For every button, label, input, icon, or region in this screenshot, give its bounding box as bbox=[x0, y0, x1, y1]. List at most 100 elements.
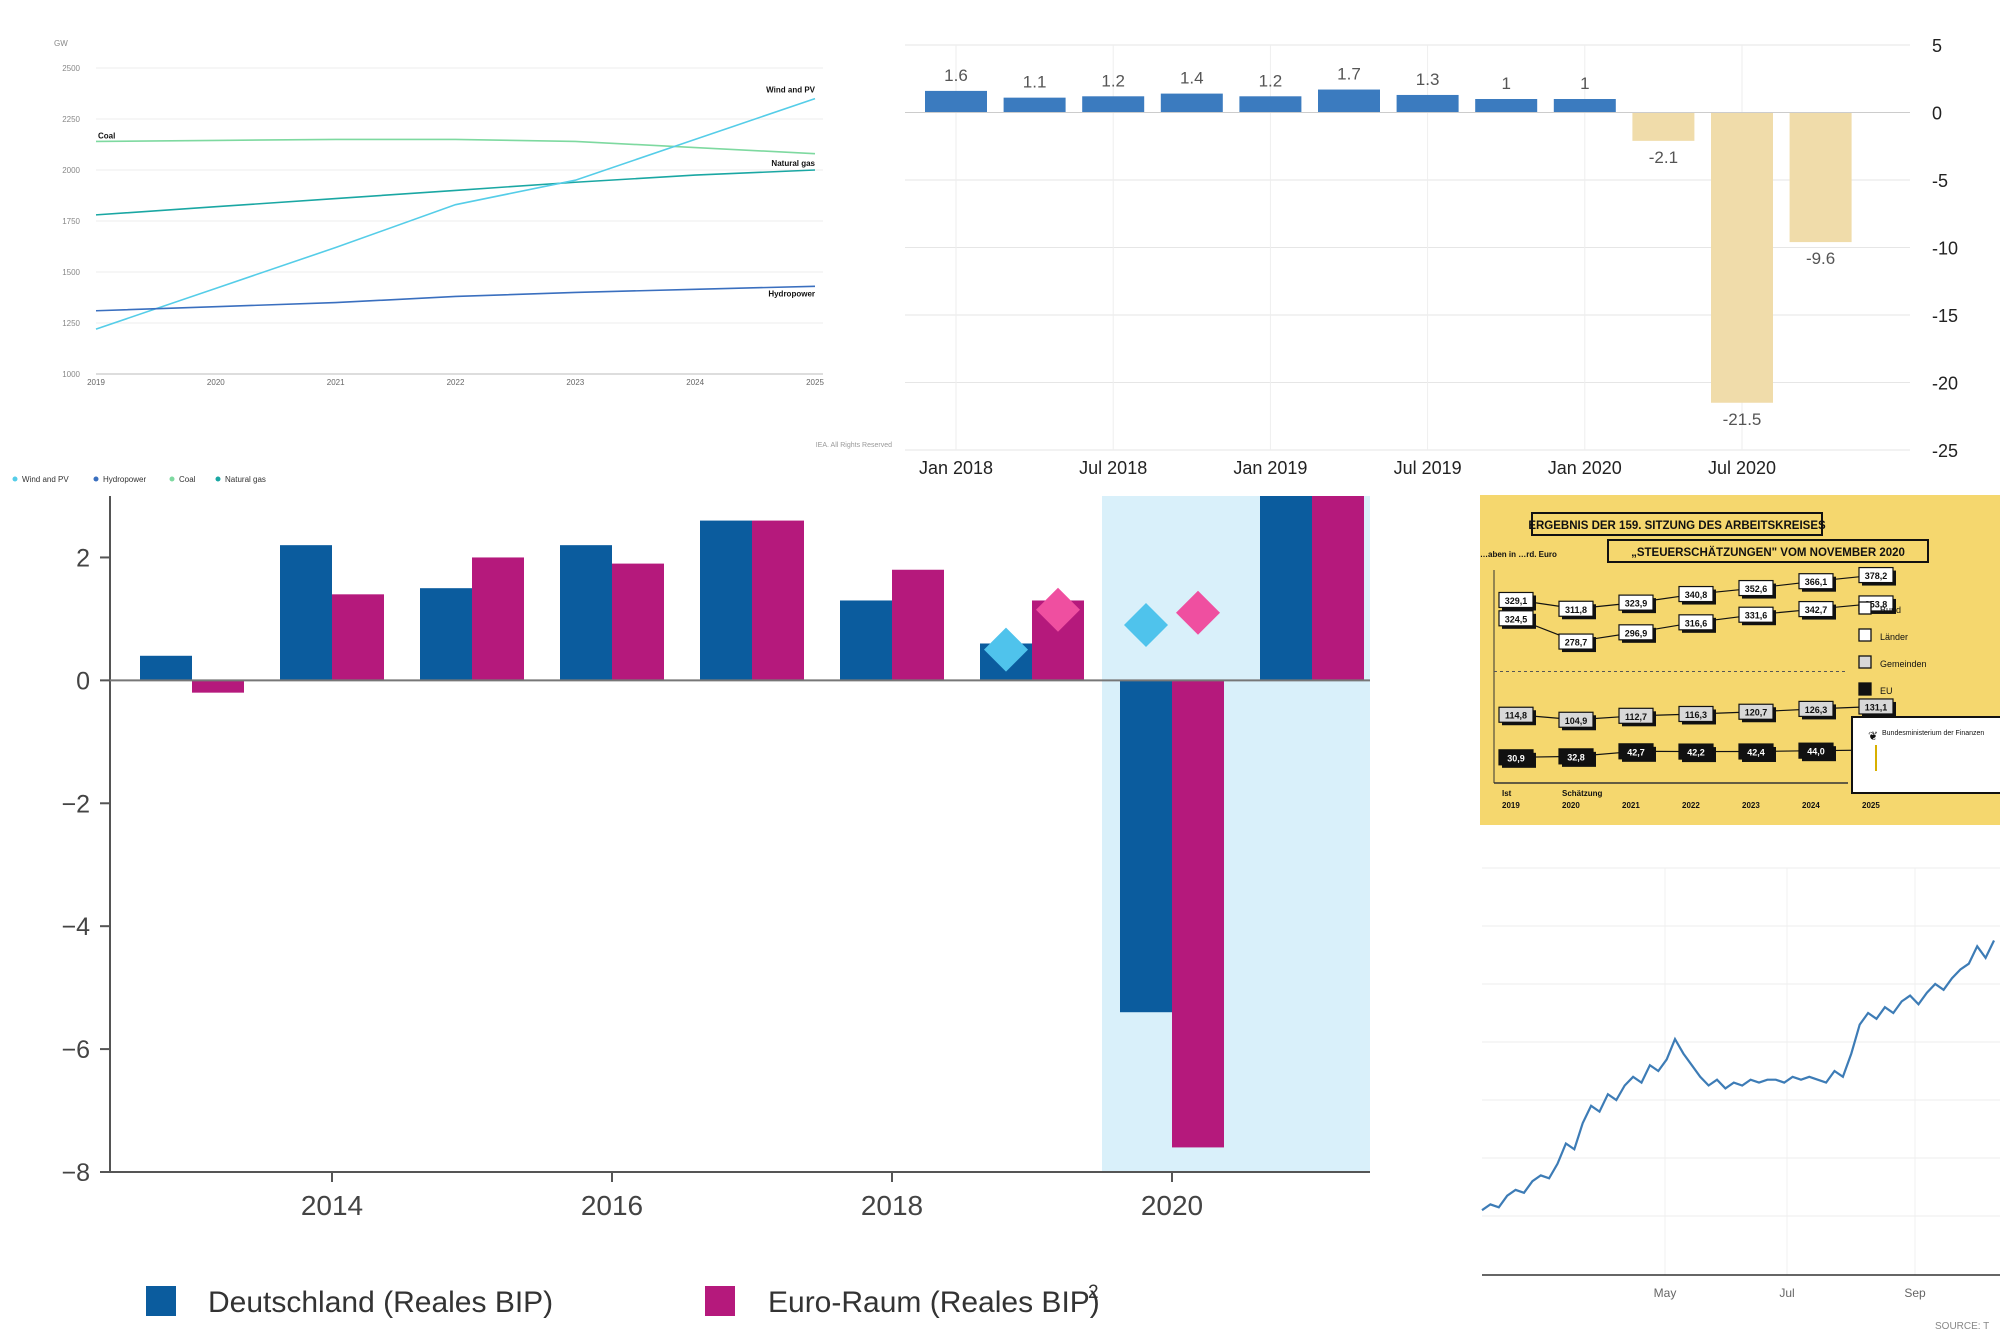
legend-label: Coal bbox=[179, 475, 196, 484]
y-tick-label: -5 bbox=[1932, 171, 1948, 191]
value-label: 120,7 bbox=[1745, 708, 1768, 718]
series-label: Wind and PV bbox=[766, 86, 815, 95]
x-tick-label: 2021 bbox=[327, 378, 345, 387]
value-label: 352,6 bbox=[1745, 584, 1768, 594]
value-box bbox=[1618, 707, 1654, 724]
value-box bbox=[1678, 705, 1714, 723]
bar bbox=[1239, 96, 1302, 113]
series-label: Coal bbox=[98, 131, 115, 140]
bar bbox=[192, 680, 244, 693]
value-box bbox=[1738, 703, 1774, 720]
legend-swatch bbox=[1858, 655, 1872, 669]
bar bbox=[1312, 496, 1364, 681]
quarterly-growth-svg: 5 0 -5 -10 -15 -20 -25 1.6 1.1 1.2 1.4 1.2 1.7 1.3 1 1 -… bbox=[905, 36, 1958, 478]
value-box bbox=[1798, 742, 1834, 759]
y-tick-label: -20 bbox=[1932, 374, 1958, 394]
bar bbox=[560, 545, 612, 681]
value-box bbox=[1738, 743, 1774, 760]
y-tick-label: −6 bbox=[61, 1036, 90, 1064]
x-tick-label: Jan 2019 bbox=[1233, 458, 1307, 478]
x-tick-label: Jul bbox=[1779, 1286, 1794, 1300]
y-tick-label: 2000 bbox=[62, 166, 80, 175]
value-label: 324,5 bbox=[1505, 614, 1528, 624]
bar bbox=[892, 569, 944, 681]
legend-swatch bbox=[12, 476, 18, 482]
bar bbox=[1632, 112, 1695, 141]
x-tick-label: 2016 bbox=[581, 1190, 643, 1221]
bip-growth-svg: 2 0 −2 −4 −6 −8 2014 2016 2018 2020 Deutschland (R… bbox=[61, 496, 1370, 1319]
x-tick-label: May bbox=[1654, 1286, 1677, 1300]
bar bbox=[1120, 680, 1172, 1013]
x-tick-label: Sep bbox=[1904, 1286, 1926, 1300]
x-tick-label: 2014 bbox=[301, 1190, 363, 1221]
bar-value-label: 1.1 bbox=[1023, 73, 1047, 92]
value-label: 112,7 bbox=[1625, 712, 1647, 722]
x-tick-label: Jul 2020 bbox=[1708, 458, 1776, 478]
value-box bbox=[1558, 711, 1594, 728]
value-label: 329,1 bbox=[1505, 596, 1528, 606]
legend-label: Länder bbox=[1880, 632, 1908, 642]
series-line-wind-and-pv bbox=[95, 97, 816, 330]
value-label: 311,8 bbox=[1565, 605, 1587, 615]
x-tick-label: 2019 bbox=[1502, 801, 1520, 810]
value-box bbox=[1558, 600, 1594, 617]
x-tick-label: 2020 bbox=[207, 378, 225, 387]
source-note: SOURCE: T bbox=[1935, 1321, 1989, 1332]
bar bbox=[1082, 96, 1145, 113]
y-tick-label: 1000 bbox=[62, 370, 80, 379]
y-tick-label: 5 bbox=[1932, 36, 1942, 56]
legend-swatch bbox=[1858, 628, 1872, 642]
series-line-hydropower bbox=[95, 285, 816, 312]
bar bbox=[1318, 89, 1380, 113]
x-tick-label: 2020 bbox=[1562, 801, 1580, 810]
x-tick-label: 2022 bbox=[447, 378, 465, 387]
x-tick-label: 2023 bbox=[1742, 801, 1760, 810]
tax-estimate-svg: ERGEBNIS DER 159. SITZUNG DES ARBEITSKRE… bbox=[1480, 512, 2000, 810]
bar-value-label: -9.6 bbox=[1806, 249, 1835, 268]
x-tick-label: 2021 bbox=[1622, 801, 1640, 810]
chart-title-line1: ERGEBNIS DER 159. SITZUNG DES ARBEITSKRE… bbox=[1528, 520, 1826, 532]
bar bbox=[280, 545, 332, 681]
value-box bbox=[1678, 585, 1714, 603]
publisher-name: Bundesministerium der Finanzen bbox=[1882, 730, 1984, 737]
x-tick-label: Jan 2020 bbox=[1548, 458, 1622, 478]
tax-estimate-chart: ERGEBNIS DER 159. SITZUNG DES ARBEITSKRE… bbox=[1480, 495, 2000, 825]
bar bbox=[1003, 97, 1066, 113]
value-label: 353,8 bbox=[1865, 599, 1888, 609]
x-tick-label: 2025 bbox=[806, 378, 824, 387]
bar-value-label: 1.2 bbox=[1101, 71, 1125, 90]
value-label: 32,8 bbox=[1567, 752, 1585, 762]
x-tick-label: 2023 bbox=[566, 378, 584, 387]
legend-label: Gemeinden bbox=[1880, 659, 1927, 669]
value-label: 340,8 bbox=[1685, 590, 1708, 600]
value-box bbox=[1798, 573, 1834, 590]
bar-value-label: -21.5 bbox=[1723, 410, 1762, 429]
bar bbox=[1260, 496, 1312, 681]
x-tick-label: 2024 bbox=[686, 378, 704, 387]
x-tick-label: Jan 2018 bbox=[919, 458, 993, 478]
series-label: Natural gas bbox=[771, 159, 815, 168]
value-box bbox=[1618, 743, 1654, 760]
value-label: 42,7 bbox=[1627, 747, 1645, 757]
legend-label: Natural gas bbox=[225, 475, 266, 484]
legend-swatch-euro-raum bbox=[705, 1286, 735, 1316]
bar bbox=[1711, 112, 1773, 403]
iea-capacity-svg: GW 1000 1250 1500 1750 2000 2250 2500 2019 2020 20… bbox=[12, 39, 892, 484]
legend-swatch bbox=[215, 476, 221, 482]
iea-capacity-chart: GW 1000 1250 1500 1750 2000 2250 2500 2019 2020 20… bbox=[0, 0, 900, 490]
y-tick-label: −4 bbox=[61, 913, 90, 941]
bar bbox=[1553, 99, 1616, 113]
forecast-marker bbox=[1124, 603, 1168, 648]
legend-swatch bbox=[169, 476, 175, 482]
bar bbox=[925, 90, 987, 113]
bar-value-label: 1 bbox=[1580, 74, 1589, 93]
forecast-marker bbox=[984, 627, 1028, 672]
y-tick-label: 2500 bbox=[62, 64, 80, 73]
value-box bbox=[1618, 624, 1654, 641]
source-note: IEA. All Rights Reserved bbox=[816, 442, 892, 449]
y-axis-label: GW bbox=[54, 39, 68, 48]
value-box bbox=[1858, 698, 1894, 715]
legend-swatch bbox=[1858, 601, 1872, 615]
x-tick-label: 2022 bbox=[1682, 801, 1700, 810]
bar-value-label: 1.7 bbox=[1337, 65, 1361, 84]
